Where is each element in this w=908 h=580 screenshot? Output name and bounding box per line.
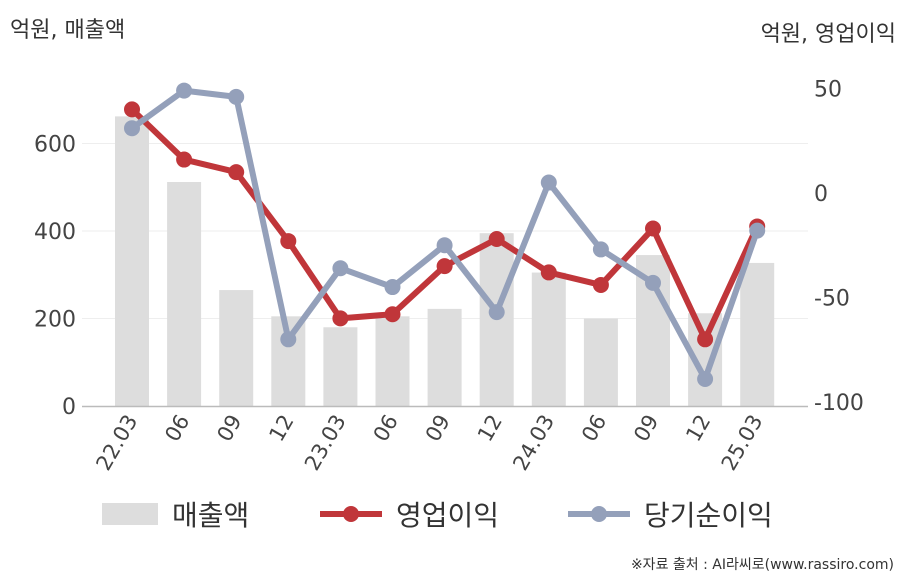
x-tick-label: 23.03 (300, 411, 351, 475)
x-tick-label: 12 (264, 411, 298, 446)
bar-revenue-1 (167, 182, 202, 406)
x-tick-label: 09 (629, 411, 663, 446)
x-tick-label: 09 (212, 411, 246, 446)
point-net-income-4 (332, 260, 349, 277)
x-tick-label: 06 (369, 411, 403, 446)
legend-label-revenue: 매출액 (172, 499, 250, 532)
point-net-income-10 (645, 274, 661, 291)
point-operating-profit-4 (332, 310, 349, 327)
point-net-income-9 (592, 241, 609, 258)
right-tick-label: 0 (814, 182, 828, 207)
line-series (124, 82, 766, 388)
x-tick-label: 12 (681, 411, 715, 446)
point-net-income-8 (540, 174, 557, 191)
point-operating-profit-6 (436, 258, 453, 275)
source-credit: ※자료 출처 : AI라씨로(www.rassiro.com) (630, 557, 894, 573)
point-net-income-0 (124, 120, 140, 137)
legend-swatch-revenue (102, 503, 158, 525)
legend-swatch-net-income (568, 503, 630, 525)
point-operating-profit-10 (645, 220, 661, 237)
right-axis-unit-label: 억원, 영업이익 (760, 22, 896, 47)
right-axis-ticks: -100 -50 0 50 (814, 78, 864, 417)
right-tick-label: -50 (814, 287, 850, 312)
point-operating-profit-0 (124, 101, 140, 118)
point-operating-profit-5 (384, 306, 401, 323)
left-tick-label: 200 (34, 308, 76, 333)
point-net-income-7 (488, 304, 505, 321)
bar-revenue-2 (219, 290, 254, 406)
bar-revenue-9 (583, 318, 618, 406)
x-tick-label: 22.03 (91, 411, 142, 475)
x-axis-ticks: 22.03 06 09 12 23.03 06 09 12 24.03 06 09 12 25.03 (91, 411, 767, 475)
legend-item-operating-profit: 영업이익 (320, 494, 499, 534)
point-net-income-6 (436, 237, 453, 254)
left-tick-label: 400 (34, 220, 76, 245)
revenue-bars (115, 116, 775, 406)
point-operating-profit-8 (540, 264, 557, 281)
x-tick-label: 24.03 (508, 411, 559, 475)
x-tick-label: 25.03 (717, 411, 768, 475)
x-tick-label: 12 (473, 411, 507, 446)
point-operating-profit-9 (592, 276, 609, 293)
point-operating-profit-11 (697, 331, 714, 348)
point-net-income-12 (749, 222, 766, 239)
point-net-income-11 (697, 371, 714, 388)
legend-label-net-income: 당기순이익 (644, 499, 773, 532)
bar-revenue-0 (115, 116, 149, 406)
point-operating-profit-2 (228, 164, 245, 181)
point-operating-profit-3 (280, 233, 297, 250)
point-net-income-1 (176, 82, 193, 99)
legend-swatch-operating-profit (320, 503, 382, 525)
left-axis-ticks: 0 200 400 600 (34, 133, 76, 421)
left-tick-label: 600 (34, 133, 76, 158)
bar-revenue-5 (375, 316, 410, 406)
legend-item-revenue: 매출액 (102, 494, 249, 534)
legend-label-operating-profit: 영업이익 (396, 499, 500, 532)
point-net-income-3 (280, 331, 297, 348)
left-axis-unit-label: 억원, 매출액 (10, 18, 126, 43)
bar-revenue-6 (427, 308, 462, 406)
x-tick-label: 06 (160, 411, 194, 446)
bar-revenue-4 (323, 327, 358, 406)
x-tick-label: 09 (421, 411, 455, 446)
point-net-income-5 (384, 279, 401, 296)
point-operating-profit-1 (176, 151, 193, 168)
bar-revenue-12 (740, 262, 775, 406)
right-tick-label: -100 (814, 391, 864, 416)
point-operating-profit-7 (488, 230, 505, 247)
x-tick-label: 06 (577, 411, 611, 446)
legend-item-net-income: 당기순이익 (568, 494, 773, 534)
legend: 매출액 영업이익 당기순이익 (0, 494, 908, 534)
point-net-income-2 (228, 88, 245, 105)
bar-revenue-8 (531, 272, 566, 406)
left-tick-label: 0 (62, 395, 76, 420)
right-tick-label: 50 (814, 78, 842, 103)
